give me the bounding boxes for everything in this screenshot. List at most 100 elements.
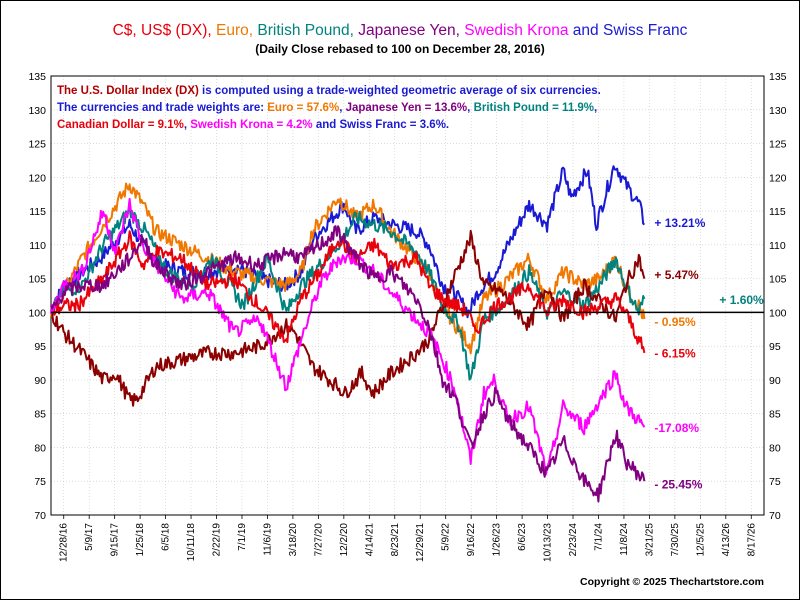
end-label-swedish-krona: -17.08% (654, 421, 699, 435)
x-tick-8: 11/6/19 (262, 523, 273, 556)
end-label-british-pound: + 1.60% (719, 293, 764, 307)
y-tick-right-130: 130 (769, 105, 787, 117)
y-tick-left-130: 130 (28, 105, 46, 117)
y-tick-right-80: 80 (769, 442, 781, 454)
end-label-japanese-yen: - 25.45% (654, 478, 702, 492)
copyright-text: Copyright © 2025 Thechartstore.com (580, 576, 764, 588)
y-tick-right-70: 70 (769, 510, 781, 522)
y-tick-right-110: 110 (769, 240, 786, 252)
annotation-line-2-part-3: Japanese Yen = 13.6% (346, 102, 468, 114)
x-tick-20: 2/23/24 (568, 523, 579, 557)
x-axis-labels: 12/28/16 5/9/17 9/15/17 1/25/18 6/5/18 10/11/… (59, 523, 758, 562)
y-tick-left-125: 125 (28, 139, 46, 151)
title-part-12: Swiss Franc (603, 22, 688, 39)
x-tick-1: 5/9/17 (84, 523, 95, 551)
chart-subtitle: (Daily Close rebased to 100 on December … (255, 42, 544, 56)
y-tick-right-115: 115 (769, 206, 786, 218)
y-tick-right-105: 105 (769, 274, 787, 286)
title-part-10: Swedish Krona (464, 22, 569, 39)
x-tick-22: 11/8/24 (619, 523, 630, 556)
title-part-1: , (132, 22, 141, 39)
y-tick-left-80: 80 (34, 442, 46, 454)
annotation-line-1-part-0: The U.S. Dollar Index (DX) (57, 85, 199, 97)
x-tick-23: 3/21/25 (644, 523, 655, 557)
x-tick-21: 7/1/24 (593, 523, 604, 551)
y-tick-right-100: 100 (769, 307, 787, 319)
y-tick-left-115: 115 (29, 206, 46, 218)
x-tick-17: 1/26/23 (492, 523, 503, 557)
y-tick-left-100: 100 (28, 307, 46, 319)
annotation-line-3: Canadian Dollar = 9.1%, Swedish Krona = … (57, 119, 449, 131)
x-tick-11: 12/2/20 (339, 523, 350, 557)
x-tick-3: 1/25/18 (135, 523, 146, 557)
y-tick-right-95: 95 (769, 341, 781, 353)
title-part-3: , (207, 22, 216, 39)
x-tick-2: 9/15/17 (110, 523, 121, 557)
annotation-line-3-part-2: Swedish Krona = 4.2% (190, 119, 312, 131)
x-tick-25: 12/5/25 (695, 523, 706, 557)
annotation-line-1: The U.S. Dollar Index (DX) is computed u… (57, 85, 601, 97)
trade-weights-annotation: The U.S. Dollar Index (DX) is computed u… (57, 85, 601, 131)
annotation-line-3-part-0: Canadian Dollar = 9.1% (57, 119, 184, 131)
title-part-4: Euro (216, 22, 249, 39)
y-tick-right-85: 85 (769, 409, 781, 421)
annotation-line-2-part-4: , (467, 102, 473, 114)
y-tick-right-90: 90 (769, 375, 781, 387)
x-tick-10: 7/27/20 (313, 523, 324, 557)
x-tick-16: 9/16/22 (466, 523, 477, 557)
y-tick-right-125: 125 (769, 139, 787, 151)
y-tick-left-85: 85 (34, 409, 46, 421)
x-tick-6: 2/22/19 (212, 523, 223, 557)
annotation-line-2-part-2: , (339, 102, 345, 114)
y-tick-right-75: 75 (769, 476, 781, 488)
annotation-line-3-part-3: and (313, 119, 340, 131)
x-tick-4: 6/5/18 (161, 523, 172, 551)
title-part-7: , (350, 22, 359, 39)
series-euro (50, 182, 646, 355)
annotation-line-3-part-1: , (184, 119, 190, 131)
y-tick-left-90: 90 (34, 375, 46, 387)
series-us-dx- (50, 229, 646, 407)
y-tick-left-120: 120 (28, 172, 46, 184)
x-tick-14: 12/29/21 (415, 523, 426, 562)
y-tick-right-120: 120 (769, 172, 787, 184)
x-tick-9: 3/18/20 (288, 523, 299, 557)
title-part-8: Japanese Yen (358, 22, 455, 39)
x-tick-15: 5/9/22 (441, 523, 452, 551)
x-tick-5: 10/11/18 (186, 523, 197, 562)
end-label-us-dx-: + 5.47% (654, 268, 699, 282)
annotation-line-2-part-0: The currencies and trade weights are: (57, 102, 267, 114)
series-group (50, 165, 646, 503)
title-part-6: British Pound (257, 22, 349, 39)
plot-area (50, 75, 765, 516)
annotation-line-1-part-1: is computed using a trade-weighted geome… (199, 85, 601, 97)
y-tick-left-70: 70 (34, 510, 46, 522)
end-labels: + 13.21% - 0.95% + 1.60% + 5.47% - 6.15% -17.… (654, 216, 764, 491)
title-part-9: , (456, 22, 465, 39)
annotation-line-2: The currencies and trade weights are: Eu… (57, 102, 597, 114)
end-label-euro: - 0.95% (654, 315, 696, 329)
title-part-11: and (569, 22, 603, 39)
x-tick-13: 8/23/21 (390, 523, 401, 557)
grid-lines (51, 75, 764, 519)
end-label-swiss-franc: + 13.21% (654, 216, 705, 230)
title-part-5: , (249, 22, 258, 39)
x-tick-27: 8/17/26 (746, 523, 757, 557)
x-tick-0: 12/28/16 (59, 523, 70, 562)
y-tick-left-75: 75 (34, 476, 46, 488)
x-tick-7: 7/1/19 (237, 523, 248, 551)
y-tick-right-135: 135 (769, 71, 787, 83)
x-tick-19: 10/13/23 (543, 523, 554, 562)
title-part-0: C$ (113, 22, 133, 39)
x-tick-24: 7/30/25 (670, 523, 681, 557)
chart-title: C$, US$ (DX), Euro, British Pound, Japan… (113, 22, 688, 39)
y-tick-left-110: 110 (29, 240, 46, 252)
x-tick-18: 6/6/23 (517, 523, 528, 551)
annotation-line-2-part-1: Euro = 57.6% (267, 102, 339, 114)
annotation-line-2-part-5: British Pound = 11.9% (474, 102, 594, 114)
annotation-line-3-part-4: Swiss Franc = 3.6%. (340, 119, 450, 131)
x-tick-26: 4/13/26 (721, 523, 732, 557)
series-japanese-yen (50, 225, 646, 503)
